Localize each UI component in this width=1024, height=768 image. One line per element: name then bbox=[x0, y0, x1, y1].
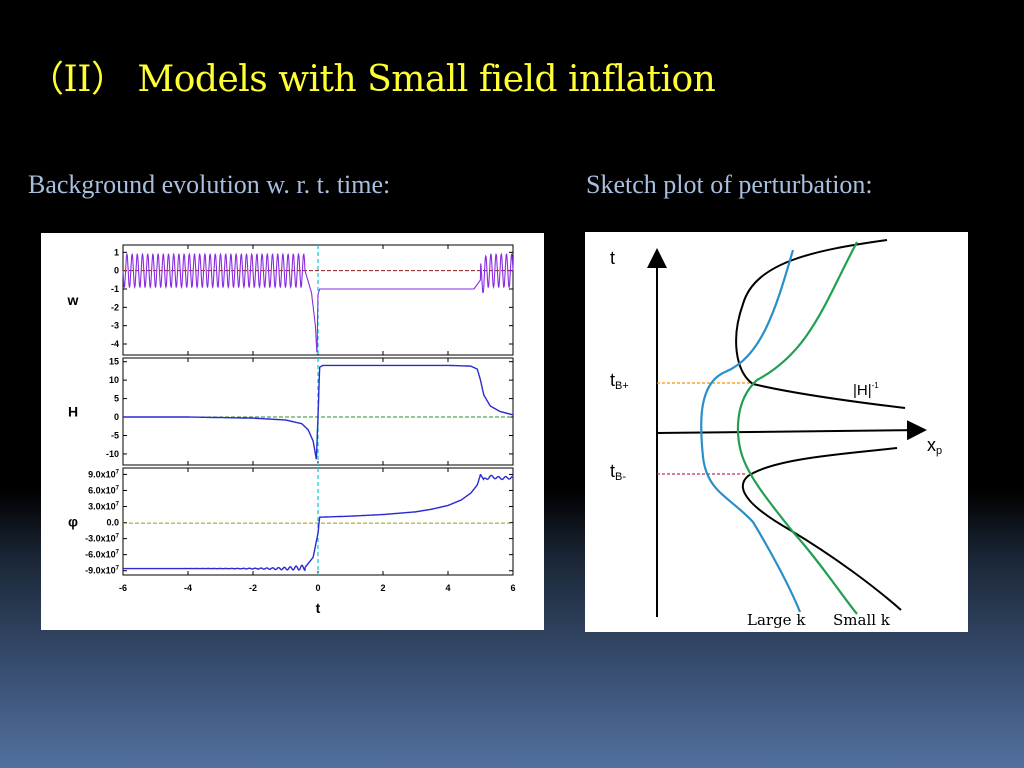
t-plus-label: tB+ bbox=[610, 370, 629, 392]
H-ytick-label: -10 bbox=[106, 449, 119, 459]
x-tick-label: 4 bbox=[445, 583, 450, 593]
H-ytick-label: 5 bbox=[114, 394, 119, 404]
large-k-label: Large k bbox=[747, 611, 806, 629]
phi-ytick-label: -3.0x107 bbox=[85, 534, 120, 544]
slide-title: （II） Models with Small field inflation bbox=[28, 59, 716, 100]
horizon-label: |H|-1 bbox=[853, 381, 879, 399]
horizon-curve-lower bbox=[741, 447, 902, 611]
t-plus-main: t bbox=[610, 370, 615, 390]
t-minus-label: tB- bbox=[610, 461, 626, 483]
background-evolution-chart: 10-1-2-3-4w151050-5-10H9.0x1076.0x1073.0… bbox=[67, 244, 516, 616]
sketch-space-axis bbox=[656, 420, 927, 441]
x-tick-label: 2 bbox=[380, 583, 385, 593]
t-minus-sub: B- bbox=[615, 471, 626, 483]
phi-ytick-exponent: 7 bbox=[116, 469, 120, 475]
x-p-sub: p bbox=[936, 445, 942, 457]
phi-ytick-label: 0.0 bbox=[106, 518, 119, 528]
perturbation-sketch-chart: t tB+ tB- xp |H|-1 Large k Small k bbox=[610, 239, 942, 629]
H-ylabel: H bbox=[68, 404, 78, 420]
H-ytick-label: -5 bbox=[111, 430, 119, 440]
horizon-main: |H| bbox=[853, 382, 872, 399]
phi-ytick-label: 9.0x107 bbox=[88, 469, 120, 479]
phi-ytick-exponent: 7 bbox=[116, 550, 120, 556]
H-ytick-label: 10 bbox=[109, 375, 119, 385]
background-evolution-figure: 1 0 -1 -2 -3 -4 w 15 10 5 0 -5 -10 H 9.0x107 6.0x107 3.0… bbox=[41, 233, 544, 630]
phi-ytick-exponent: 7 bbox=[116, 534, 120, 540]
perturbation-sketch-caption: Sketch plot of perturbation: bbox=[586, 170, 873, 199]
x-p-main: x bbox=[927, 435, 936, 455]
phi-ytick-label: -6.0x107 bbox=[85, 550, 120, 560]
H-ytick-label: 0 bbox=[114, 412, 119, 422]
w-ylabel: w bbox=[67, 292, 79, 308]
x-tick-label: 6 bbox=[510, 583, 515, 593]
sketch-t-axis-label: t bbox=[610, 248, 615, 268]
x-tick-label: -2 bbox=[249, 583, 257, 593]
phi-ytick-label: 3.0x107 bbox=[88, 502, 120, 512]
phi-ytick-label: -9.0x107 bbox=[85, 566, 120, 576]
x-tick-label: -4 bbox=[184, 583, 192, 593]
perturbation-sketch-figure: t tB+ tB- xp |H|-1 Large k Small k bbox=[585, 232, 968, 632]
H-ytick-label: 15 bbox=[109, 357, 119, 367]
w-ytick-label: -4 bbox=[111, 339, 119, 349]
t-minus-main: t bbox=[610, 461, 615, 481]
t-plus-sub: B+ bbox=[615, 380, 629, 392]
H-curve bbox=[123, 364, 514, 460]
phi-ylabel: φ bbox=[68, 514, 78, 530]
background-evolution-caption: Background evolution w. r. t. time: bbox=[28, 170, 391, 199]
phi-ytick-label: 6.0x107 bbox=[88, 485, 120, 495]
x-tick-label: -6 bbox=[119, 583, 127, 593]
w-ytick-label: 0 bbox=[114, 266, 119, 276]
w-ytick-label: -2 bbox=[111, 302, 119, 312]
x-tick-label: 0 bbox=[315, 583, 320, 593]
w-ytick-label: -1 bbox=[111, 284, 119, 294]
w-ytick-label: -3 bbox=[111, 321, 119, 331]
w-ytick-label: 1 bbox=[114, 247, 119, 257]
large-k-curve bbox=[700, 249, 802, 613]
horizon-sup: -1 bbox=[872, 381, 880, 390]
w-curve bbox=[122, 252, 514, 353]
small-k-label: Small k bbox=[833, 611, 891, 629]
x-p-label: xp bbox=[927, 435, 942, 457]
phi-ytick-exponent: 7 bbox=[116, 566, 120, 572]
phi-ytick-exponent: 7 bbox=[116, 502, 120, 508]
phi-curve bbox=[123, 473, 513, 572]
phi-ytick-exponent: 7 bbox=[116, 485, 120, 491]
small-k-curve bbox=[736, 241, 858, 615]
horizon-curve-upper bbox=[735, 239, 906, 409]
x-axis-label: t bbox=[316, 600, 321, 616]
